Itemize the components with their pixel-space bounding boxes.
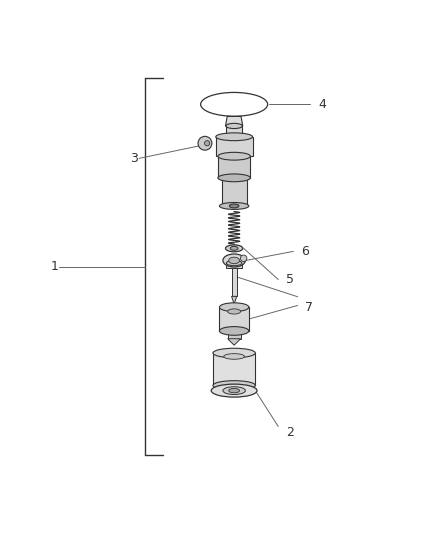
Ellipse shape xyxy=(213,348,255,358)
Bar xyxy=(226,126,242,137)
Bar xyxy=(219,307,249,331)
Polygon shape xyxy=(232,296,237,304)
Ellipse shape xyxy=(218,152,251,160)
Ellipse shape xyxy=(228,309,240,314)
Text: 1: 1 xyxy=(50,260,58,273)
Bar xyxy=(216,137,253,156)
Ellipse shape xyxy=(240,255,247,262)
Ellipse shape xyxy=(230,246,238,251)
Ellipse shape xyxy=(226,245,243,252)
Ellipse shape xyxy=(216,133,253,141)
Bar xyxy=(213,353,255,385)
Ellipse shape xyxy=(219,327,249,335)
Ellipse shape xyxy=(224,353,244,359)
Text: 4: 4 xyxy=(318,98,326,111)
Ellipse shape xyxy=(219,203,249,209)
Ellipse shape xyxy=(211,384,257,397)
Ellipse shape xyxy=(219,303,249,311)
Ellipse shape xyxy=(229,389,240,393)
Text: 6: 6 xyxy=(301,245,309,258)
Ellipse shape xyxy=(229,257,240,264)
Bar xyxy=(228,331,240,338)
Ellipse shape xyxy=(205,141,210,146)
Ellipse shape xyxy=(226,134,242,139)
Text: 2: 2 xyxy=(286,426,294,440)
Ellipse shape xyxy=(198,136,212,150)
Ellipse shape xyxy=(230,204,239,208)
Polygon shape xyxy=(226,116,243,126)
Text: 7: 7 xyxy=(305,301,314,314)
Ellipse shape xyxy=(213,381,255,390)
Bar xyxy=(232,268,237,296)
Text: 3: 3 xyxy=(131,152,138,165)
Ellipse shape xyxy=(201,92,268,116)
Bar xyxy=(226,263,242,268)
Bar xyxy=(222,178,247,204)
Ellipse shape xyxy=(218,174,251,182)
Polygon shape xyxy=(228,338,240,345)
Text: 5: 5 xyxy=(286,273,294,286)
Ellipse shape xyxy=(226,123,242,128)
Ellipse shape xyxy=(223,387,245,394)
Ellipse shape xyxy=(226,261,242,265)
Bar xyxy=(218,156,251,178)
Ellipse shape xyxy=(223,254,245,267)
